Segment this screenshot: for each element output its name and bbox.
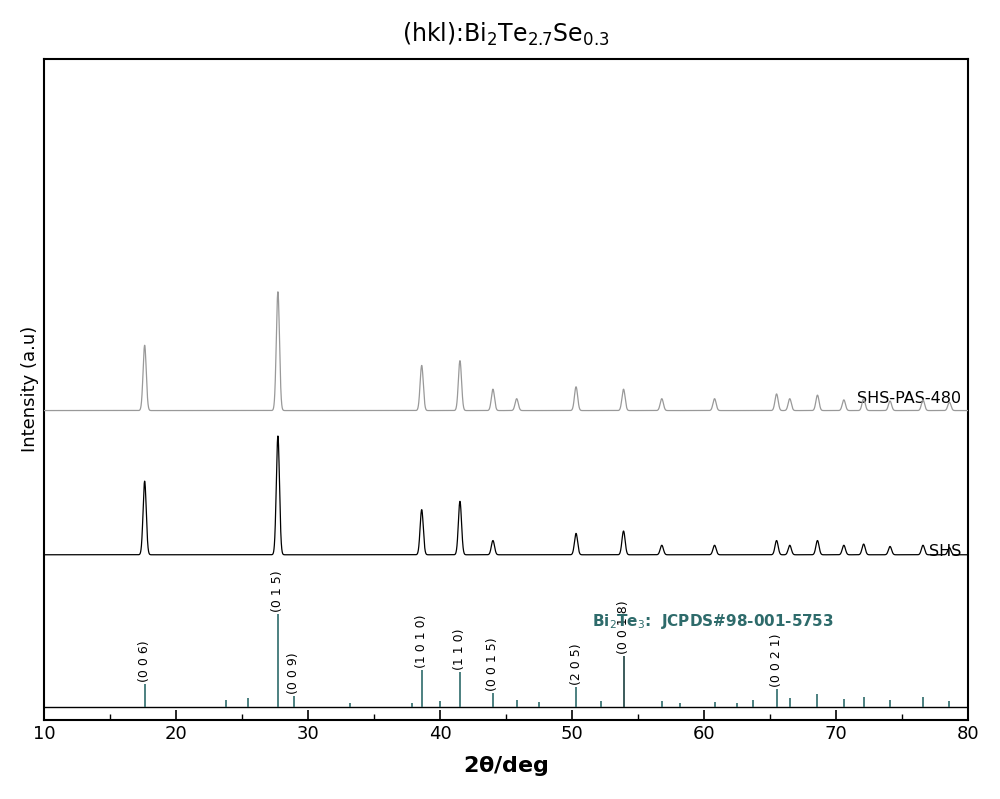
Text: (0 1 5): (0 1 5) bbox=[271, 570, 284, 612]
Text: (0 0 6): (0 0 6) bbox=[138, 640, 151, 682]
Text: (0 0 1 5): (0 0 1 5) bbox=[486, 638, 499, 691]
X-axis label: $\mathbf{2\theta/deg}$: $\mathbf{2\theta/deg}$ bbox=[463, 754, 549, 778]
Text: (1 1 0): (1 1 0) bbox=[453, 628, 466, 670]
Text: Bi$_2$Te$_3$:  JCPDS#98-001-5753: Bi$_2$Te$_3$: JCPDS#98-001-5753 bbox=[592, 612, 834, 631]
Text: (0 0 9): (0 0 9) bbox=[287, 653, 300, 694]
Text: SHS: SHS bbox=[929, 544, 961, 559]
Text: (2 0 5): (2 0 5) bbox=[570, 643, 583, 685]
Text: (0 0 2 1): (0 0 2 1) bbox=[770, 633, 783, 686]
Title: (hkl):Bi$_2$Te$_{2.7}$Se$_{0.3}$: (hkl):Bi$_2$Te$_{2.7}$Se$_{0.3}$ bbox=[402, 21, 610, 48]
Text: (1 0 1 0): (1 0 1 0) bbox=[415, 614, 428, 668]
Y-axis label: Intensity (a.u): Intensity (a.u) bbox=[21, 326, 39, 452]
Text: (0 0 1 8): (0 0 1 8) bbox=[617, 600, 630, 654]
Text: SHS-PAS-480: SHS-PAS-480 bbox=[857, 392, 961, 407]
